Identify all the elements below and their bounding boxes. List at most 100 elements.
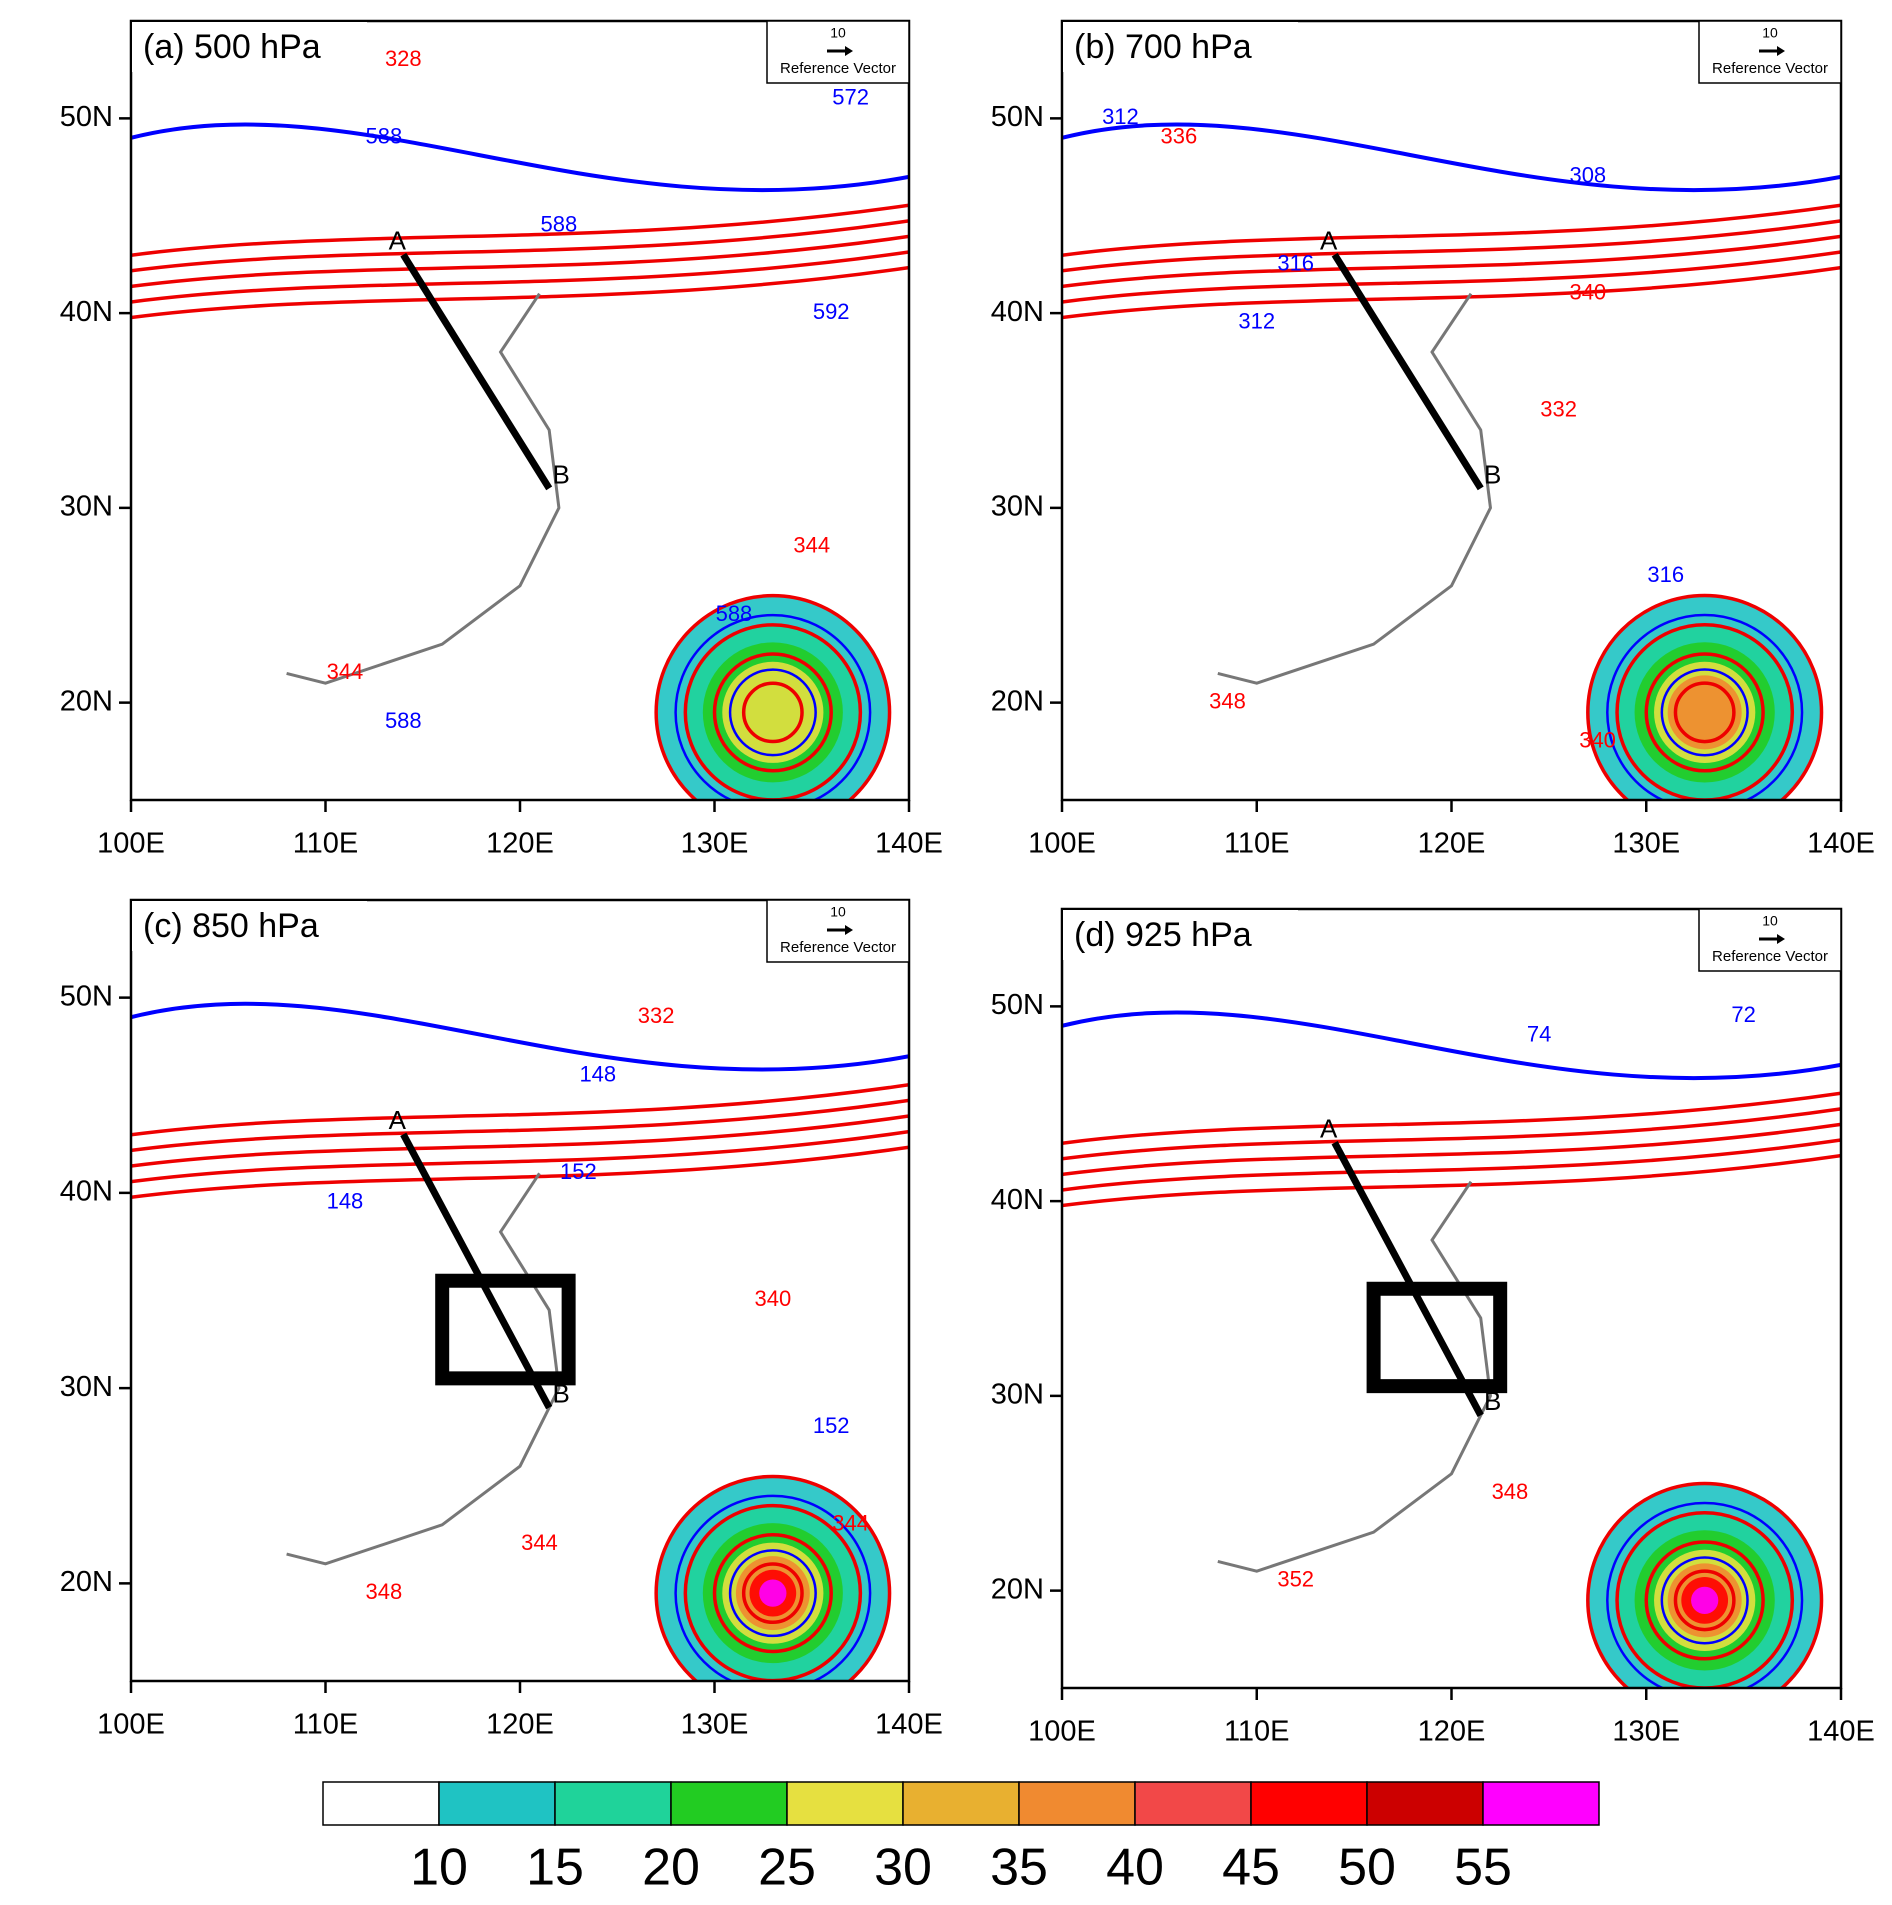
theta-e-contour: [131, 250, 909, 304]
theta-e-contour: [1615, 1511, 1795, 1688]
contour-label: 152: [560, 1159, 597, 1184]
lon-tick-label: 100E: [97, 1709, 165, 1741]
reference-value: 10: [1762, 913, 1778, 929]
colorbar-box: [322, 1781, 440, 1826]
contour-label: 348: [365, 1579, 402, 1604]
contour-label: 336: [1160, 124, 1197, 149]
reference-arrowhead: [845, 46, 853, 56]
contour-label: 572: [832, 85, 869, 110]
colorbar-label: 30: [874, 1839, 932, 1897]
height-contour: [1062, 122, 1841, 193]
lat-tick-label: 20N: [60, 685, 113, 717]
theta-e-contour: [1586, 593, 1824, 800]
theta-e-contour: [1644, 652, 1765, 773]
section-label: B: [1484, 1386, 1501, 1416]
contour-label: 340: [1579, 727, 1616, 752]
theta-e-contour: [1586, 1481, 1824, 1688]
lon-tick-label: 110E: [1224, 828, 1290, 860]
contour-label: 312: [1102, 104, 1139, 129]
section-label: A: [1320, 1114, 1338, 1144]
reference-value: 10: [830, 25, 846, 41]
contour-label: 340: [754, 1286, 791, 1311]
colorbar-box: [438, 1781, 556, 1826]
colorbar-label: 55: [1454, 1839, 1512, 1897]
theta-e-contour: [1062, 1153, 1841, 1208]
lon-tick-label: 100E: [1028, 828, 1096, 860]
lat-tick-label: 30N: [60, 1371, 113, 1403]
theta-e-contour: [1062, 203, 1841, 257]
section-label: B: [553, 1379, 570, 1409]
lat-tick-label: 30N: [60, 491, 113, 523]
contour-label: 348: [1492, 1479, 1529, 1504]
lat-tick-label: 50N: [991, 989, 1044, 1021]
theta-e-contour: [131, 1145, 909, 1199]
height-contour: [1660, 668, 1749, 757]
reference-value: 10: [1762, 25, 1778, 41]
title-box: [132, 22, 367, 72]
lon-tick-label: 140E: [875, 1709, 943, 1741]
title-box: [132, 901, 367, 951]
wind-shading: [759, 1579, 787, 1607]
contour-label: 332: [1540, 396, 1577, 421]
contour-label: 148: [579, 1062, 616, 1087]
panel-title: (a) 500 hPa: [143, 28, 321, 66]
contour-label: 312: [1238, 309, 1275, 334]
lon-tick-label: 120E: [1418, 1716, 1486, 1748]
contour-label: 72: [1731, 1002, 1755, 1027]
lat-tick-label: 20N: [991, 1573, 1044, 1605]
colorbar-label: 45: [1222, 1839, 1280, 1897]
lon-tick-label: 120E: [1418, 828, 1486, 860]
lon-tick-label: 110E: [293, 828, 359, 860]
lat-tick-label: 40N: [991, 1184, 1044, 1216]
panel-title: (c) 850 hPa: [143, 907, 319, 945]
theta-e-contour: [1673, 1569, 1736, 1632]
contour-label: 308: [1569, 163, 1606, 188]
contour-label: 332: [638, 1003, 675, 1028]
colorbar-box: [1366, 1781, 1484, 1826]
contour-label: 148: [327, 1188, 364, 1213]
theta-e-contour: [1062, 1091, 1841, 1145]
theta-e-contour: [131, 1114, 909, 1168]
contour-label: 588: [365, 124, 402, 149]
wind-shading: [1667, 675, 1742, 750]
theta-e-contour: [1062, 1122, 1841, 1177]
lat-tick-label: 30N: [991, 491, 1044, 523]
lon-tick-label: 140E: [1807, 828, 1875, 860]
section-label: B: [553, 459, 570, 489]
theta-e-contour: [712, 1533, 833, 1654]
coastline: [1217, 292, 1492, 685]
section-label: A: [389, 1105, 407, 1135]
wind-shading: [1691, 1586, 1719, 1614]
coastline: [286, 292, 561, 685]
colorbar-label: 20: [642, 1839, 700, 1897]
coastline: [1217, 1180, 1492, 1573]
lon-tick-label: 130E: [681, 828, 749, 860]
cross-section: [1331, 1141, 1484, 1418]
title-box: [1063, 910, 1298, 960]
height-contour: [728, 1549, 817, 1638]
lon-tick-label: 120E: [486, 828, 554, 860]
contour-label: 328: [385, 46, 422, 71]
reference-arrowhead: [845, 925, 853, 935]
height-contour: [131, 1001, 909, 1072]
map-panel: A B 312 308 316 312 316 336 340 332 340 348: [1062, 21, 1841, 800]
wind-shading: [722, 661, 824, 763]
reference-label: Reference Vector: [1712, 948, 1828, 965]
coastline: [286, 1172, 561, 1566]
contour-label: 340: [1569, 279, 1606, 304]
theta-e-contour: [1062, 265, 1841, 320]
contour-label: 344: [832, 1511, 869, 1536]
reference-label: Reference Vector: [1712, 60, 1828, 77]
contour-label: 588: [385, 708, 422, 733]
lon-tick-label: 110E: [293, 1709, 359, 1741]
theta-e-contour: [1644, 1540, 1765, 1661]
cross-section: [400, 252, 553, 491]
theta-e-contour: [741, 681, 804, 744]
panel-title: (d) 925 hPa: [1074, 916, 1252, 954]
cross-section: [400, 1132, 553, 1410]
lon-tick-label: 140E: [875, 828, 943, 860]
reference-arrowhead: [1777, 934, 1785, 944]
contour-label: 348: [1209, 688, 1246, 713]
contour-label: 152: [813, 1413, 850, 1438]
